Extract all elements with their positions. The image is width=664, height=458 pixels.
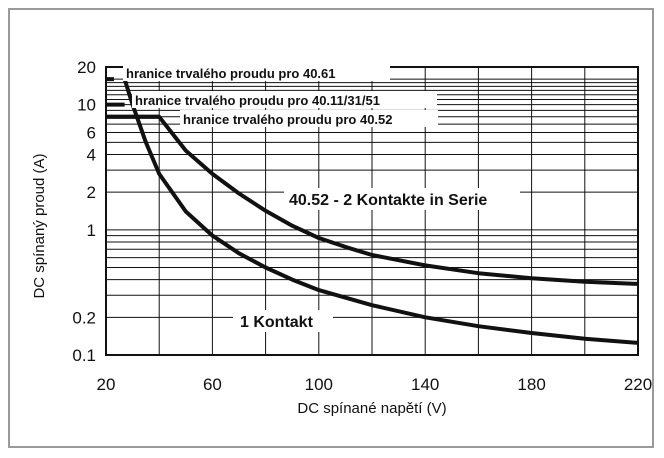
series-label-bg-2 (233, 310, 333, 332)
limit-label-bg-3 (180, 110, 438, 127)
series-lines (106, 78, 639, 345)
series-line (122, 78, 639, 345)
x-tick-label: 180 (517, 375, 545, 394)
y-tick-labels: 20 10 6 4 2 1 0.2 0.1 (72, 58, 96, 365)
y-tick-label: 10 (77, 96, 96, 115)
y-tick-label: 0.1 (72, 346, 96, 365)
x-tick-label: 220 (624, 375, 652, 394)
series-label-bg-1 (284, 188, 520, 210)
limit-label-40-52: hranice trvalého proudu pro 40.52 (183, 112, 393, 127)
series-label-1-kontakt: 1 Kontakt (240, 314, 314, 331)
y-tick-label: 1 (87, 221, 96, 240)
y-tick-label: 6 (87, 123, 96, 142)
limit-label-40-11-31-51: hranice trvalého proudu pro 40.11/31/51 (135, 93, 380, 108)
limit-label-40-61: hranice trvalého proudu pro 40.61 (126, 66, 336, 81)
x-tick-label: 140 (411, 375, 439, 394)
series-label-40-52: 40.52 - 2 Kontakte in Serie (289, 192, 487, 209)
x-axis-title: DC spínané napětí (V) (297, 400, 446, 417)
limit-label-bg-1 (123, 64, 390, 81)
x-tick-label: 20 (97, 375, 116, 394)
y-tick-label: 0.2 (72, 308, 96, 327)
series-line (106, 114, 639, 286)
y-tick-label: 20 (77, 58, 96, 77)
figure-frame (8, 8, 654, 448)
y-axis-title: DC spínaný proud (A) (31, 153, 48, 298)
x-tick-labels: 20 60 100 140 180 220 (97, 375, 653, 394)
y-tick-label: 2 (87, 183, 96, 202)
limit-label-bg-2 (132, 91, 437, 108)
x-tick-label: 60 (203, 375, 222, 394)
y-tick-label: 4 (87, 145, 96, 164)
x-tick-label: 100 (305, 375, 333, 394)
